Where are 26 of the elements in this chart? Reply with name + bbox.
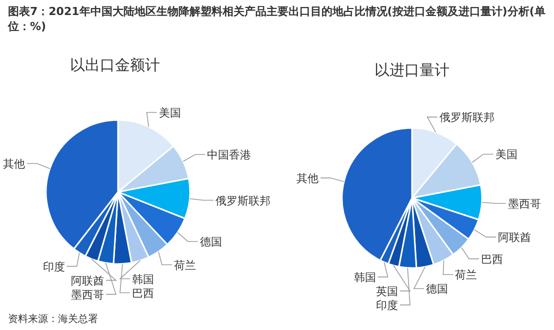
- slice-label: 巴西: [481, 252, 504, 266]
- chart-subtitle: 以进口量计: [374, 61, 450, 79]
- slice-label: 韩国: [354, 270, 376, 284]
- slice-label: 阿联酋: [71, 274, 104, 288]
- chart-title: 图表7：2021年中国大陆地区生物降解塑料相关产品主要出口目的地占比情况(按进口金额及进口量计)分析(单位：%): [8, 4, 546, 34]
- slice-label: 印度: [376, 298, 398, 312]
- slice-label: 美国: [495, 148, 518, 162]
- chart-subtitle: 以出口金额计: [70, 56, 160, 74]
- slice-label: 墨西哥: [508, 197, 541, 210]
- text: 资料来源：海关总署: [8, 313, 98, 325]
- slice-label: 阿联酋: [498, 231, 532, 244]
- slice-label: 韩国: [132, 272, 154, 286]
- slice-label: 俄罗斯联邦: [216, 194, 271, 208]
- slice-label: 德国: [200, 235, 222, 248]
- slice-label: 巴西: [132, 286, 154, 300]
- slice-label: 墨西哥: [71, 288, 104, 302]
- slice-label: 其他: [296, 172, 318, 185]
- slice-label: 德国: [426, 282, 448, 296]
- slice-label: 英国: [376, 284, 398, 298]
- slice-label: 中国香港: [207, 148, 252, 162]
- slice-label: 荷兰: [455, 268, 478, 282]
- slice-label: 印度: [42, 260, 65, 274]
- slice-label: 俄罗斯联邦: [439, 111, 494, 124]
- slice-label: 其他: [2, 157, 25, 170]
- slice-label: 荷兰: [174, 258, 196, 272]
- slice-label: 美国: [158, 106, 181, 120]
